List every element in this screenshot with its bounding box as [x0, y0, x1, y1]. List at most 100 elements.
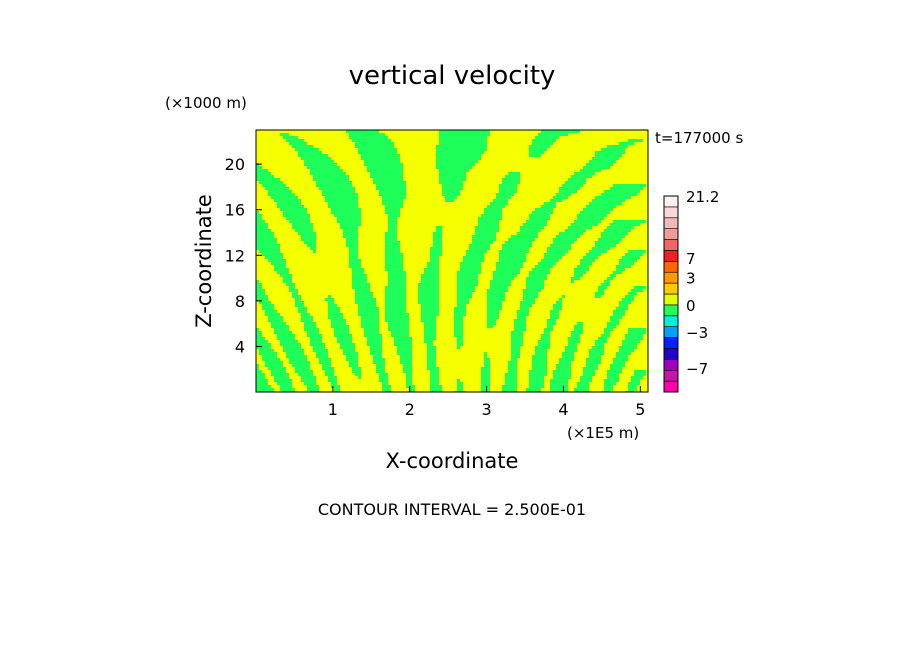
field-cell-negative: [376, 187, 406, 190]
field-cell-negative: [574, 271, 586, 274]
field-cell-negative: [523, 289, 541, 292]
colorbar-band: [663, 315, 679, 327]
field-cell-negative: [289, 286, 295, 289]
field-cell-negative: [457, 379, 460, 382]
field-cell-negative: [259, 181, 283, 184]
field-cell-negative: [277, 202, 301, 205]
field-cell-negative: [439, 178, 466, 181]
field-cell-negative: [613, 313, 625, 316]
field-cell-negative: [352, 274, 367, 277]
field-cell-negative: [580, 259, 595, 262]
field-cell-negative: [511, 334, 523, 337]
field-cell-negative: [487, 307, 502, 310]
field-cell-negative: [310, 343, 325, 346]
field-cell-negative: [589, 250, 607, 253]
field-cell-negative: [304, 241, 316, 244]
field-cell-negative: [424, 340, 433, 343]
field-cell-negative: [256, 340, 268, 343]
field-cell-negative: [301, 376, 316, 379]
field-cell-negative: [286, 139, 304, 142]
field-cell-negative: [274, 331, 292, 334]
field-cell-negative: [559, 232, 583, 235]
field-cell-negative: [349, 262, 361, 265]
field-cell-negative: [586, 364, 598, 367]
field-cell-negative: [358, 313, 379, 316]
field-cell-negative: [430, 370, 439, 373]
field-cell-negative: [277, 205, 304, 208]
field-cell-negative: [439, 130, 490, 133]
x-tick-label: 3: [481, 400, 491, 419]
field-cell-negative: [328, 316, 343, 319]
field-cell-negative: [604, 190, 640, 193]
field-cell-negative: [622, 298, 634, 301]
field-cell-negative: [487, 319, 496, 322]
field-cell-negative: [601, 232, 628, 235]
field-cell-negative: [457, 283, 478, 286]
field-cell-negative: [262, 184, 286, 187]
field-cell-negative: [616, 307, 628, 310]
field-cell-negative: [478, 220, 499, 223]
field-cell-negative: [316, 355, 328, 358]
field-cell-negative: [517, 313, 529, 316]
field-cell-negative: [430, 373, 439, 376]
field-cell-negative: [295, 367, 310, 370]
field-cell-negative: [364, 160, 400, 163]
field-cell-negative: [376, 367, 385, 370]
field-cell-negative: [487, 322, 496, 325]
field-cell-negative: [619, 301, 631, 304]
field-cell-negative: [511, 346, 520, 349]
field-cell-negative: [289, 361, 310, 364]
field-cell-negative: [502, 247, 529, 250]
field-cell-negative: [520, 307, 529, 310]
field-cell-negative: [352, 280, 367, 283]
field-cell-negative: [559, 358, 574, 361]
field-cell-negative: [439, 172, 466, 175]
field-cell-negative: [478, 217, 502, 220]
colorbar-label: 7: [686, 250, 696, 268]
field-cell-negative: [514, 319, 526, 322]
colorbar-label: −3: [686, 324, 708, 342]
field-cell-negative: [481, 376, 490, 379]
field-cell-negative: [352, 367, 361, 370]
field-cell-negative: [532, 355, 547, 358]
field-cell-negative: [607, 373, 619, 376]
field-cell-negative: [601, 334, 610, 337]
field-cell-negative: [409, 388, 415, 391]
field-cell-negative: [481, 388, 490, 391]
field-cell-negative: [619, 304, 628, 307]
field-cell-negative: [457, 274, 478, 277]
colorbar-label: 3: [686, 270, 696, 288]
field-cell-negative: [367, 166, 403, 169]
field-cell-negative: [628, 331, 646, 334]
field-cell-negative: [436, 166, 472, 169]
x-tick-label: 1: [328, 400, 338, 419]
field-cell-negative: [481, 370, 490, 373]
field-cell-negative: [370, 352, 382, 355]
field-cell-negative: [550, 388, 568, 391]
field-cell-negative: [616, 352, 631, 355]
field-cell-negative: [577, 265, 589, 268]
field-cell-negative: [475, 232, 496, 235]
field-cell-negative: [631, 379, 640, 382]
field-cell-negative: [511, 235, 538, 238]
field-cell-negative: [457, 337, 463, 340]
field-cell-negative: [298, 232, 316, 235]
field-cell-negative: [421, 313, 439, 316]
field-cell-negative: [610, 367, 622, 370]
field-cell-negative: [493, 199, 508, 202]
field-cell-negative: [430, 382, 439, 385]
field-cell-negative: [283, 280, 292, 283]
field-cell-negative: [418, 298, 439, 301]
colorbar-band: [663, 261, 679, 273]
field-cell-negative: [280, 388, 295, 391]
field-cell-negative: [256, 244, 280, 247]
field-cell-negative: [532, 142, 553, 145]
field-cell-negative: [319, 187, 355, 190]
field-cell-negative: [388, 277, 406, 280]
field-cell-negative: [535, 349, 547, 352]
field-cell-negative: [550, 316, 559, 319]
field-cell-negative: [442, 193, 460, 196]
field-cell-negative: [256, 169, 268, 172]
field-cell-negative: [256, 280, 259, 283]
field-cell-negative: [520, 301, 535, 304]
